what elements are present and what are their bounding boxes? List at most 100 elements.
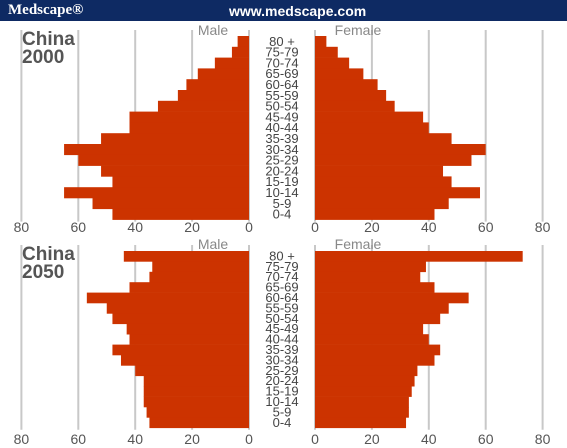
male-bar bbox=[112, 313, 249, 325]
female-bar bbox=[315, 344, 441, 356]
panel-title-country: China bbox=[22, 29, 75, 50]
female-bar bbox=[315, 365, 418, 377]
x-tick-label: 80 bbox=[535, 431, 551, 447]
female-bar bbox=[315, 46, 338, 58]
male-bar bbox=[123, 251, 249, 262]
female-bar bbox=[315, 396, 409, 408]
female-bar bbox=[315, 375, 415, 387]
age-group-label: 55-59 bbox=[265, 88, 298, 103]
age-group-label: 30-34 bbox=[265, 142, 298, 157]
male-bar bbox=[112, 208, 249, 220]
medscape-url[interactable]: www.medscape.com bbox=[229, 3, 367, 19]
x-tick-label: 40 bbox=[421, 219, 437, 235]
x-tick-label: 60 bbox=[71, 219, 87, 235]
age-group-label: 70-74 bbox=[265, 269, 298, 284]
female-bar bbox=[315, 165, 444, 177]
female-axis-label: Female bbox=[335, 236, 382, 252]
age-group-label: 40-44 bbox=[265, 120, 298, 135]
panel-title-year: 2050 bbox=[22, 262, 64, 283]
age-group-label: 60-64 bbox=[265, 77, 298, 92]
female-bar bbox=[315, 90, 387, 102]
x-tick-label: 0 bbox=[311, 431, 319, 447]
x-tick-label: 0 bbox=[245, 219, 253, 235]
age-group-label: 0-4 bbox=[273, 207, 292, 222]
male-bar bbox=[101, 165, 249, 177]
male-bar bbox=[120, 355, 249, 366]
x-tick-label: 0 bbox=[311, 219, 319, 235]
female-bar bbox=[315, 303, 449, 314]
age-group-label: 80 + bbox=[269, 34, 295, 49]
age-group-label: 10-14 bbox=[265, 394, 298, 409]
male-axis-label: Male bbox=[198, 236, 229, 252]
x-tick-label: 40 bbox=[421, 431, 437, 447]
male-bar bbox=[143, 396, 249, 408]
male-bar bbox=[112, 344, 249, 356]
age-group-label: 45-49 bbox=[265, 321, 298, 336]
female-bar bbox=[315, 386, 412, 397]
male-bar bbox=[157, 100, 249, 112]
medscape-logo-text: Medscape® bbox=[8, 2, 84, 18]
age-group-label: 80 + bbox=[269, 248, 295, 263]
male-bar bbox=[197, 68, 249, 80]
male-bar bbox=[152, 261, 249, 273]
age-group-label: 25-29 bbox=[265, 363, 298, 378]
x-tick-label: 20 bbox=[364, 219, 380, 235]
female-bar bbox=[315, 68, 364, 80]
age-group-label: 65-69 bbox=[265, 66, 298, 81]
male-bar bbox=[186, 79, 249, 91]
male-bar bbox=[129, 111, 249, 123]
age-group-label: 5-9 bbox=[273, 196, 292, 211]
male-bar bbox=[214, 57, 249, 69]
age-group-label: 35-39 bbox=[265, 342, 298, 357]
male-bar bbox=[129, 334, 249, 345]
female-bar bbox=[315, 271, 421, 283]
male-bar bbox=[129, 282, 249, 293]
age-group-label: 55-59 bbox=[265, 300, 298, 315]
female-bar bbox=[315, 313, 441, 325]
x-tick-label: 0 bbox=[245, 431, 253, 447]
age-group-label: 60-64 bbox=[265, 290, 298, 305]
female-bar bbox=[315, 323, 424, 335]
female-bar bbox=[315, 282, 435, 293]
male-bar bbox=[64, 144, 249, 156]
age-group-label: 65-69 bbox=[265, 280, 298, 295]
male-bar bbox=[146, 407, 249, 418]
male-bar bbox=[64, 187, 249, 199]
age-group-label: 45-49 bbox=[265, 109, 298, 124]
age-group-label: 20-24 bbox=[265, 163, 298, 178]
x-tick-label: 80 bbox=[14, 219, 30, 235]
female-bar bbox=[315, 407, 409, 418]
x-tick-label: 60 bbox=[478, 431, 494, 447]
male-bar bbox=[143, 386, 249, 397]
age-group-label: 35-39 bbox=[265, 131, 298, 146]
male-bar bbox=[129, 122, 249, 134]
age-group-label: 5-9 bbox=[273, 404, 292, 419]
panel-title-year: 2000 bbox=[22, 47, 64, 68]
age-group-label: 30-34 bbox=[265, 352, 298, 367]
age-group-label: 0-4 bbox=[273, 415, 292, 430]
male-bar bbox=[177, 90, 249, 102]
female-bar bbox=[315, 133, 452, 145]
female-bar bbox=[315, 355, 435, 366]
female-bar bbox=[315, 251, 523, 262]
female-bar bbox=[315, 208, 435, 220]
male-bar bbox=[101, 133, 249, 145]
x-tick-label: 40 bbox=[127, 219, 143, 235]
male-bar bbox=[237, 36, 249, 48]
male-bar bbox=[149, 271, 249, 283]
age-group-label: 75-79 bbox=[265, 259, 298, 274]
female-bar bbox=[315, 122, 429, 134]
female-bar bbox=[315, 417, 407, 429]
x-tick-label: 60 bbox=[71, 431, 87, 447]
age-group-label: 70-74 bbox=[265, 55, 298, 70]
x-tick-label: 20 bbox=[364, 431, 380, 447]
age-group-label: 50-54 bbox=[265, 99, 298, 114]
age-group-label: 40-44 bbox=[265, 332, 298, 347]
female-bar bbox=[315, 144, 486, 156]
male-axis-label: Male bbox=[198, 22, 229, 38]
male-bar bbox=[135, 365, 249, 377]
male-bar bbox=[126, 323, 249, 335]
age-group-label: 15-19 bbox=[265, 174, 298, 189]
female-bar bbox=[315, 292, 469, 304]
